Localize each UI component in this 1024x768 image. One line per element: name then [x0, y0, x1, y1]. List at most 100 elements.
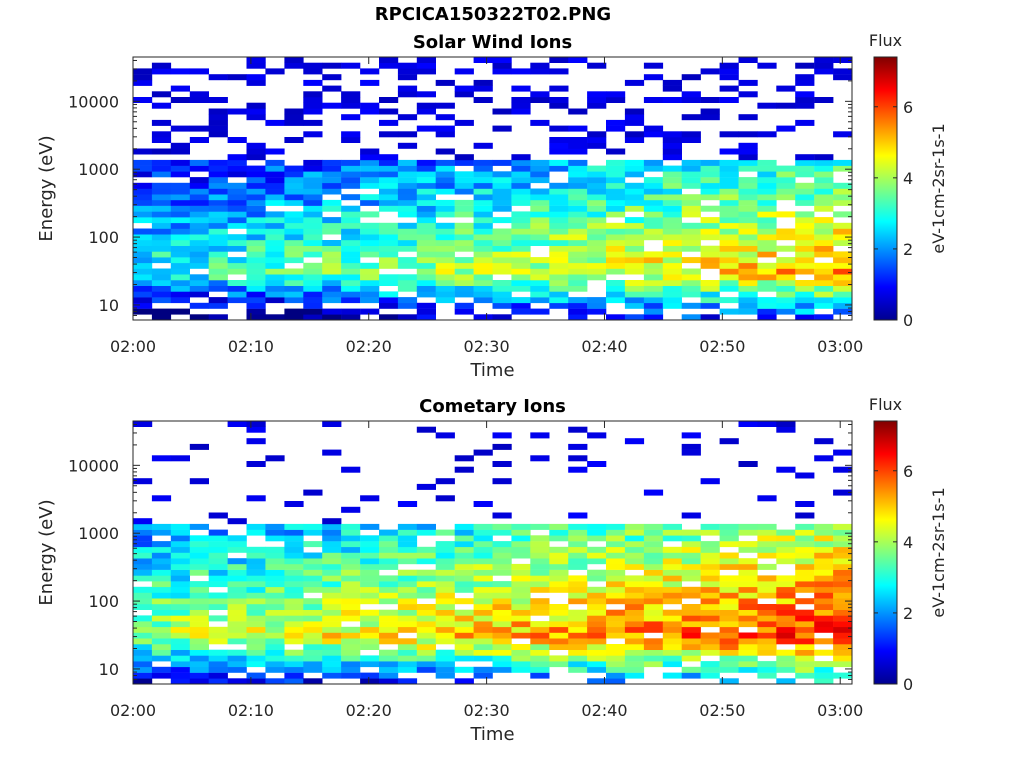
flux-cell: [530, 308, 550, 315]
flux-cell: [454, 586, 474, 593]
flux-cell: [530, 666, 550, 673]
flux-cell: [133, 285, 153, 292]
flux-cell: [151, 274, 172, 281]
flux-cell: [700, 165, 720, 172]
flux-cell: [776, 655, 796, 662]
flux-cell: [189, 632, 209, 639]
flux-cell: [833, 626, 853, 633]
flux-cell: [662, 280, 682, 286]
flux-cell: [416, 609, 436, 616]
flux-cell: [454, 280, 474, 286]
flux-cell: [587, 308, 607, 315]
flux-cell: [284, 257, 304, 264]
flux-cell: [379, 661, 399, 668]
flux-cell: [700, 257, 720, 264]
flux-cell: [568, 609, 588, 616]
flux-cell: [568, 142, 588, 149]
flux-cell: [303, 262, 323, 269]
flux-cell: [549, 257, 569, 264]
flux-cell: [284, 672, 304, 679]
flux-cell: [265, 592, 285, 599]
flux-cell: [473, 171, 493, 178]
flux-cell: [170, 586, 190, 593]
flux-cell: [341, 102, 361, 109]
flux-cell: [473, 541, 493, 548]
flux-cell: [606, 552, 626, 559]
flux-cell: [170, 598, 190, 605]
flux-cell: [738, 285, 758, 292]
flux-cell: [700, 592, 720, 599]
flux-cell: [322, 421, 342, 427]
flux-cell: [814, 581, 834, 588]
flux-cell: [719, 661, 739, 668]
flux-cell: [246, 228, 266, 235]
flux-cell: [700, 251, 720, 258]
flux-cell: [360, 102, 380, 109]
flux-cell: [265, 211, 285, 218]
flux-cell: [360, 678, 380, 685]
flux-cell: [322, 449, 342, 456]
flux-cell: [189, 240, 209, 246]
flux-cell: [776, 661, 796, 668]
flux-cell: [246, 57, 266, 63]
flux-cell: [738, 632, 758, 639]
flux-cell: [643, 529, 664, 536]
flux-cell: [700, 672, 720, 679]
flux-cell: [265, 194, 285, 201]
flux-cell: [360, 79, 380, 86]
flux-cell: [341, 632, 361, 639]
flux-cell: [530, 62, 550, 69]
flux-cell: [681, 314, 701, 321]
flux-cell: [473, 291, 493, 298]
flux-cell: [511, 644, 531, 650]
flux-cell: [227, 171, 247, 178]
flux-cell: [606, 672, 626, 679]
flux-cell: [643, 62, 664, 69]
flux-cell: [587, 535, 607, 542]
flux-cell: [189, 478, 209, 485]
flux-cell: [284, 581, 304, 588]
flux-cell: [360, 598, 380, 605]
flux-cell: [624, 199, 645, 206]
flux-cell: [492, 108, 512, 115]
flux-cell: [776, 529, 796, 536]
flux-cell: [435, 285, 455, 292]
flux-cell: [757, 495, 777, 502]
flux-cell: [511, 188, 531, 195]
flux-cell: [624, 251, 645, 258]
flux-cell: [360, 245, 380, 252]
flux-cell: [227, 598, 247, 605]
flux-cell: [454, 171, 474, 178]
flux-cell: [681, 649, 701, 656]
flux-cell: [549, 609, 569, 616]
flux-cell: [700, 97, 720, 103]
flux-cell: [151, 308, 172, 315]
flux-cell: [549, 558, 569, 565]
flux-cell: [568, 240, 588, 246]
flux-cell: [681, 159, 701, 166]
flux-cell: [776, 632, 796, 639]
flux-cell: [662, 302, 682, 309]
flux-cell: [795, 666, 815, 673]
flux-cell: [265, 68, 285, 75]
flux-cell: [681, 672, 701, 679]
flux-cell: [416, 569, 436, 576]
flux-cell: [170, 257, 190, 264]
flux-cell: [151, 575, 172, 582]
flux-cell: [379, 240, 399, 246]
flux-cell: [133, 199, 153, 206]
flux-cell: [492, 217, 512, 224]
flux-cell: [397, 575, 418, 582]
flux-cell: [568, 194, 588, 201]
flux-cell: [530, 119, 550, 126]
flux-cell: [492, 569, 512, 576]
flux-cell: [341, 159, 361, 166]
flux-cell: [700, 297, 720, 304]
flux-cell: [681, 535, 701, 542]
flux-cell: [568, 655, 588, 662]
flux-cell: [454, 177, 474, 184]
flux-cell: [435, 552, 455, 559]
flux-cell: [246, 523, 266, 530]
flux-cell: [530, 644, 550, 650]
